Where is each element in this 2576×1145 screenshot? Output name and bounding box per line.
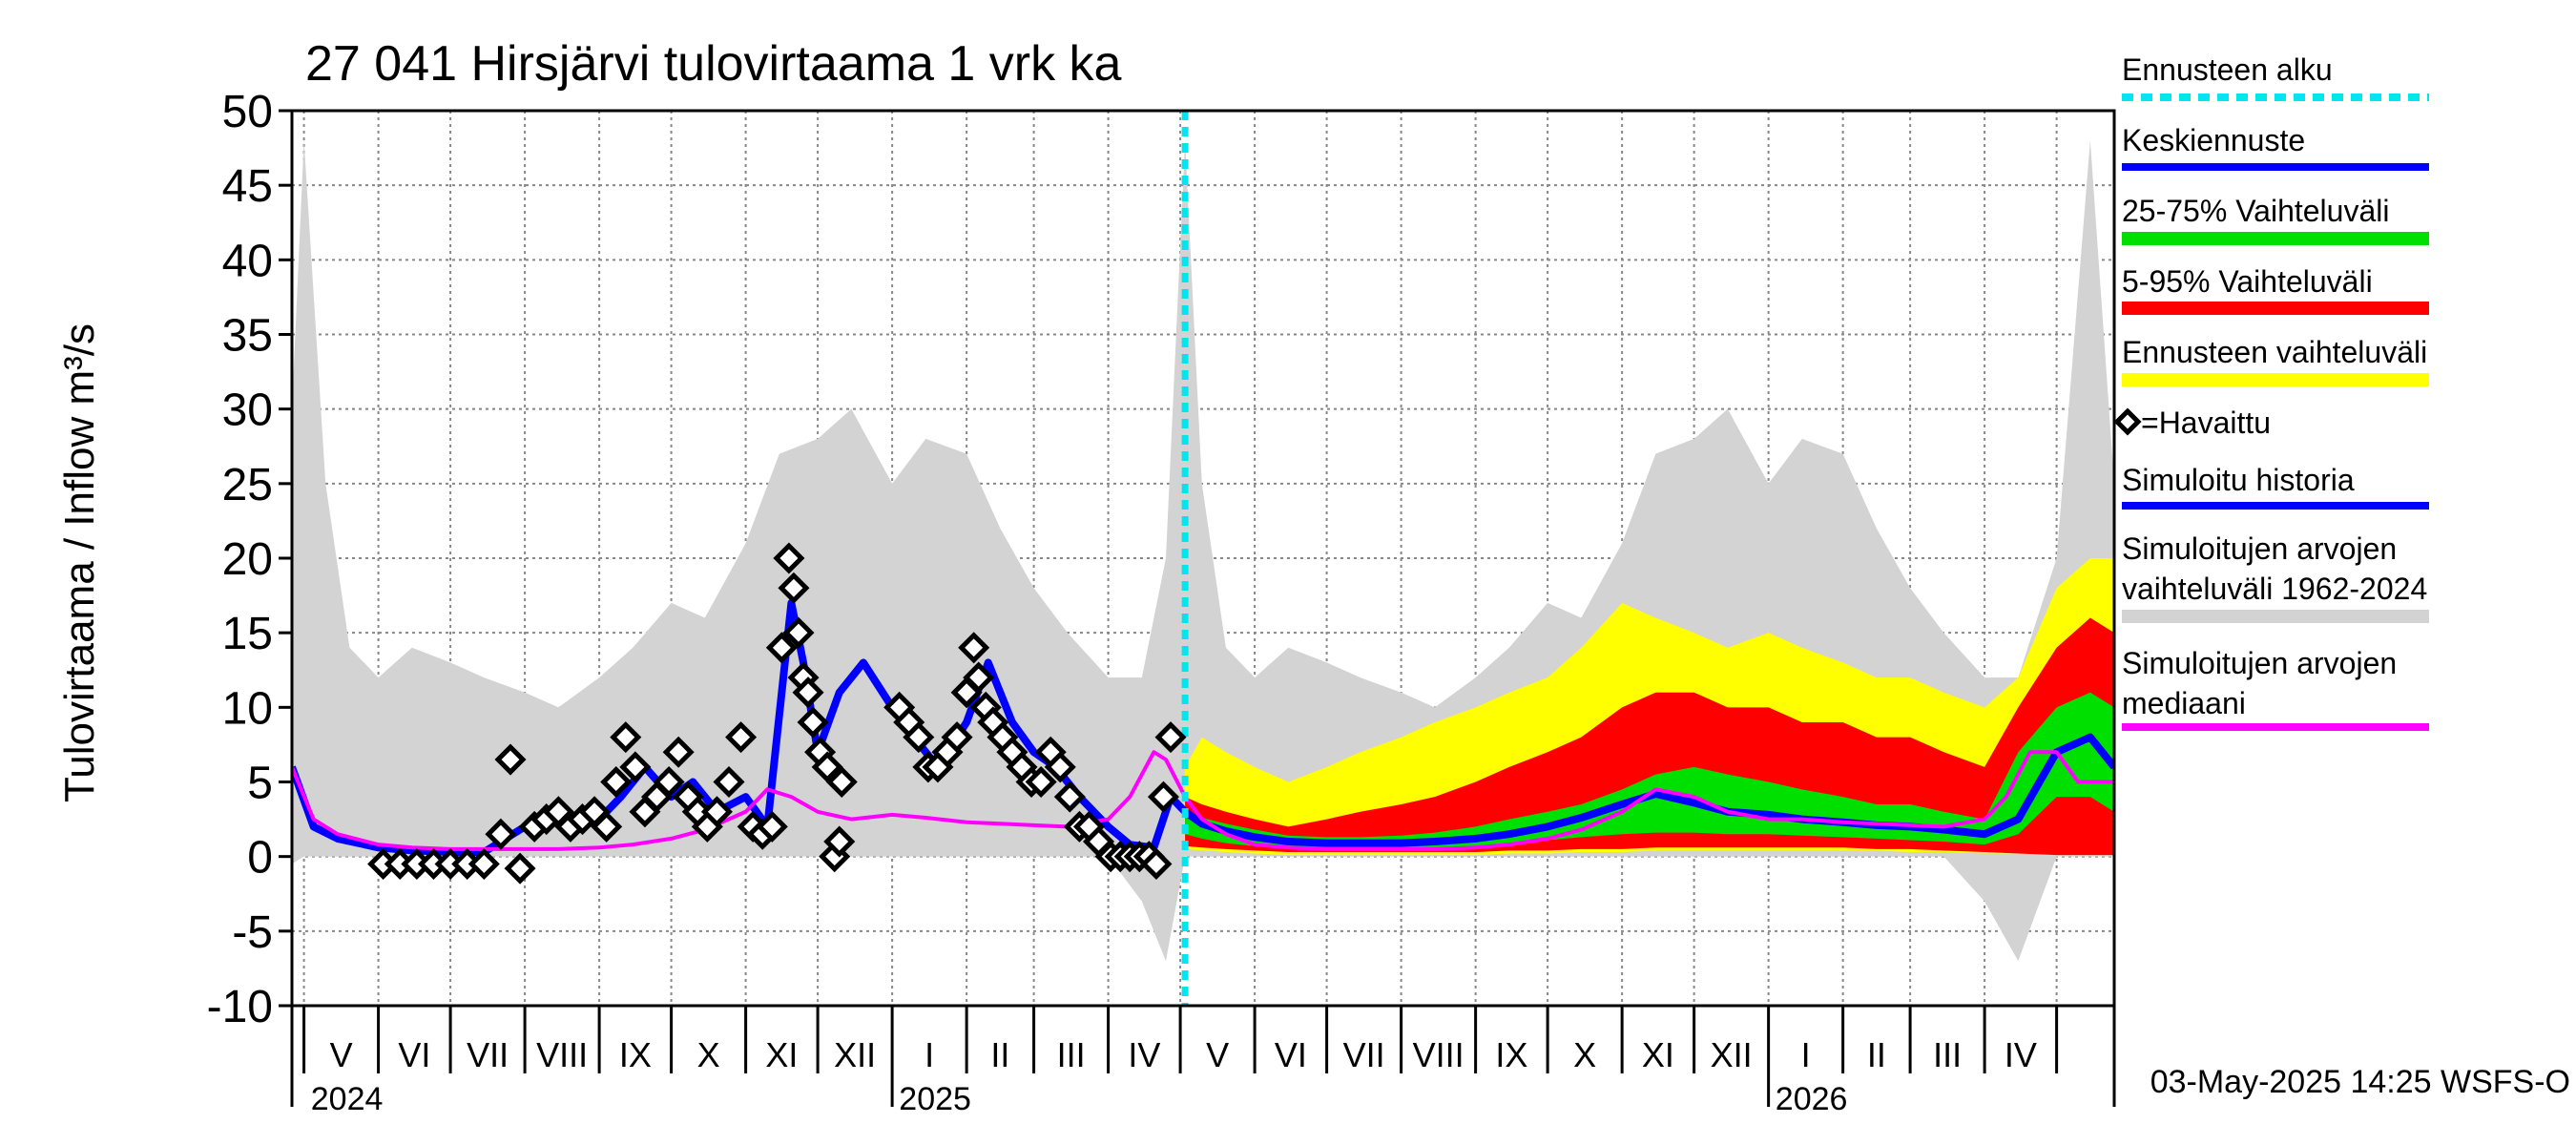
y-tick-label: 20 [222,534,273,585]
x-month-label: VII [1343,1035,1385,1074]
legend-label: Simuloitujen arvojen [2122,531,2397,566]
observed-point [903,721,935,754]
x-month-label: VIII [536,1035,588,1074]
y-tick-label: 25 [222,460,273,510]
y-tick-label: 0 [247,833,273,884]
observed-point [958,632,990,664]
observed-point [1154,721,1187,754]
legend-label: Simuloitu historia [2122,463,2355,497]
observed-point [610,721,642,754]
legend-label: =Havaittu [2141,406,2271,440]
observed-point [941,721,973,754]
x-month-label: I [924,1035,934,1074]
x-month-label: X [697,1035,720,1074]
y-tick-label: 50 [222,87,273,137]
x-month-label: IV [2005,1035,2037,1074]
x-month-label: XI [1642,1035,1674,1074]
observed-point [662,736,695,768]
observed-point [797,706,829,739]
x-month-label: VIII [1413,1035,1465,1074]
y-tick-label: 35 [222,311,273,362]
x-month-label: II [1867,1035,1886,1074]
y-tick-label: 30 [222,385,273,436]
legend-label: 5-95% Vaihteluväli [2122,264,2373,299]
legend-label: vaihteluväli 1962-2024 [2122,572,2427,606]
legend-label: 25-75% Vaihteluväli [2122,194,2389,228]
observed-point [782,616,815,649]
observed-point [600,765,633,799]
observed-point [653,765,685,799]
observed-markers [367,542,1187,885]
observed-point [619,751,652,783]
x-month-label: IX [619,1035,652,1074]
observed-point [823,825,856,858]
x-month-label: VII [467,1035,509,1074]
y-tick-label: -10 [207,982,273,1032]
observed-point [1053,781,1086,813]
observed-point [792,677,824,709]
y-tick-label: 10 [222,683,273,734]
observed-point [1147,781,1180,813]
x-month-label: IX [1495,1035,1527,1074]
x-year-label: 2025 [899,1081,971,1117]
legend: Ennusteen alku Keskiennuste 25-75% Vaihtel… [2113,52,2429,731]
x-month-label: X [1573,1035,1596,1074]
y-axis-label: Tulovirtaama / Inflow m³/s [56,323,103,802]
x-month-label: VI [398,1035,430,1074]
x-month-label: XII [834,1035,876,1074]
x-month-label: IV [1128,1035,1160,1074]
band-5-95-vaihteluv-li [1185,617,2114,856]
y-tick-label: -5 [232,907,273,958]
x-month-label: V [330,1035,353,1074]
observed-point [963,661,995,694]
observed-point [713,765,745,799]
observed-point [811,751,843,783]
y-tick-label: 5 [247,759,273,809]
bands [292,140,2114,962]
x-month-label: III [1933,1035,1962,1074]
band-25-75-vaihteluv-li [1185,692,2114,849]
observed-point [778,572,810,604]
x-year-label: 2026 [1776,1081,1848,1117]
legend-label: mediaani [2122,686,2246,720]
observed-point [485,818,517,850]
observed-point [467,847,500,881]
y-tick-label: 40 [222,236,273,286]
chart-title: 27 041 Hirsjärvi tulovirtaama 1 vrk ka [305,36,1122,92]
x-month-label: XII [1711,1035,1753,1074]
observed-point [825,765,858,799]
footer-timestamp: 03-May-2025 14:25 WSFS-O [2150,1064,2570,1100]
x-month-label: VI [1275,1035,1307,1074]
observed-point [700,796,733,828]
y-tick-label: 45 [222,161,273,212]
observed-point [494,743,527,776]
y-tick-label: 15 [222,609,273,659]
legend-label: Ennusteen vaihteluväli [2122,335,2427,369]
observed-point [504,852,536,885]
legend-label: Keskiennuste [2122,123,2305,157]
legend-label: Ennusteen alku [2122,52,2333,87]
legend-marker [2113,407,2142,436]
x-month-label: I [1801,1035,1811,1074]
observed-point [1140,847,1173,881]
legend-label: Simuloitujen arvojen [2122,646,2397,680]
x-month-label: XI [765,1035,798,1074]
x-month-label: V [1206,1035,1229,1074]
x-month-label: III [1057,1035,1086,1074]
observed-point [1044,751,1076,783]
observed-point [765,632,798,664]
observed-point [773,542,805,574]
x-year-label: 2024 [311,1081,384,1117]
x-month-label: II [990,1035,1009,1074]
observed-point [756,810,788,843]
observed-point [725,721,758,754]
observed-point [591,810,623,843]
observed-point [1025,765,1057,799]
